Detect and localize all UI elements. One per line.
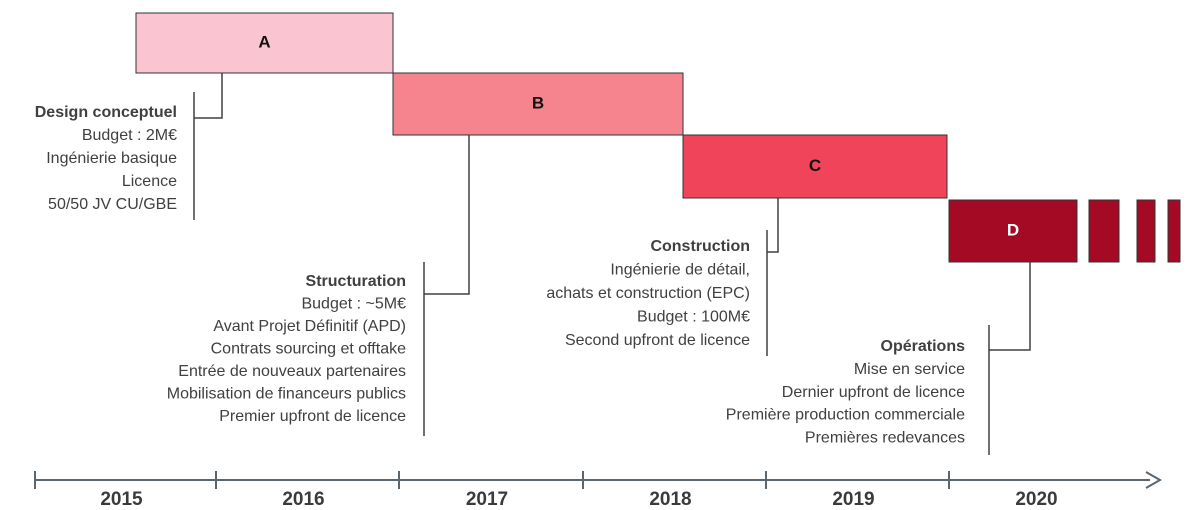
phase-box — [948, 199, 1078, 263]
description-title: Structuration — [306, 273, 406, 290]
phase-label: C — [809, 156, 821, 175]
description-line: Dernier upfront de licence — [782, 384, 965, 401]
continuation-block — [1088, 199, 1120, 263]
continuation-block — [1136, 199, 1156, 263]
year-label: 2019 — [832, 489, 874, 510]
year-label: 2016 — [282, 489, 324, 510]
description-line: Budget : 100M€ — [637, 309, 750, 326]
description-line: Ingénierie de détail, — [610, 262, 750, 279]
description-title: Design conceptuel — [35, 104, 177, 121]
year-label: 2015 — [100, 489, 143, 510]
bracket — [193, 73, 223, 220]
axis-arrow — [1145, 471, 1163, 489]
phase-label: B — [532, 93, 544, 112]
description-title: Opérations — [881, 338, 966, 355]
description-line: Premières redevances — [805, 429, 965, 446]
description-line: Avant Projet Définitif (APD) — [213, 318, 406, 335]
description-line: Contrats sourcing et offtake — [211, 341, 406, 358]
description-line: 50/50 JV CU/GBE — [48, 196, 177, 213]
year-label: 2017 — [466, 489, 508, 510]
description-line: Entrée de nouveaux partenaires — [178, 363, 406, 380]
description-line: Premier upfront de licence — [219, 408, 406, 425]
description-line: Ingénierie basique — [46, 150, 177, 167]
description-line: Mobilisation de financeurs publics — [167, 386, 406, 403]
description-line: Budget : 2M€ — [82, 127, 177, 144]
phase-box — [682, 134, 948, 199]
bracket — [766, 198, 779, 356]
description-line: Licence — [122, 173, 177, 190]
phase-label: D — [1007, 220, 1019, 239]
phase-box — [135, 12, 394, 74]
phase-label: A — [258, 32, 270, 51]
year-label: 2020 — [1015, 489, 1057, 510]
description-line: achats et construction (EPC) — [546, 285, 750, 302]
description-line: Première production commerciale — [726, 407, 965, 424]
continuation-block — [1167, 199, 1181, 263]
description-line: Second upfront de licence — [565, 332, 750, 349]
bracket — [988, 262, 1031, 455]
phase-box — [392, 72, 684, 136]
description-line: Budget : ~5M€ — [301, 296, 406, 313]
description-title: Construction — [650, 238, 750, 255]
year-label: 2018 — [649, 489, 691, 510]
description-line: Mise en service — [854, 361, 965, 378]
bracket — [423, 135, 470, 436]
